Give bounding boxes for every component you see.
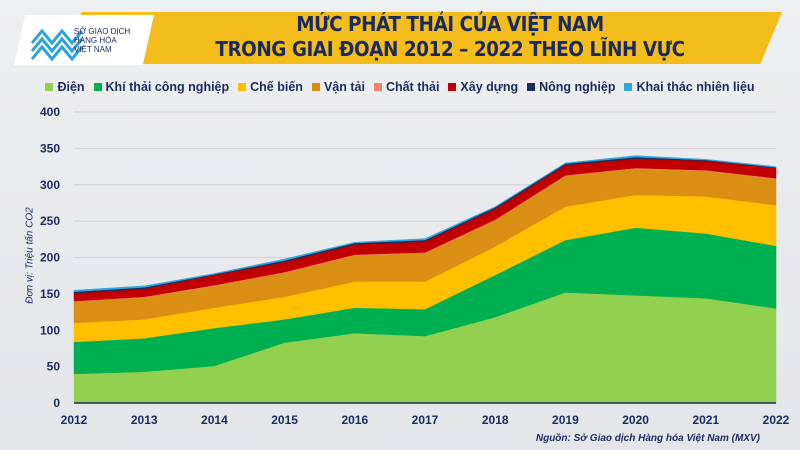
legend-swatch [448, 83, 457, 91]
x-tick-label: 2022 [763, 413, 790, 427]
x-tick-label: 2021 [692, 413, 719, 427]
legend: Điện Khí thải công nghiệp Chế biến Vận tải C… [0, 80, 800, 94]
x-tick-label: 2015 [271, 413, 298, 427]
legend-swatch [373, 83, 382, 91]
legend-item: Vận tải [311, 80, 365, 94]
y-tick-label: 150 [40, 287, 60, 301]
logo [14, 15, 154, 65]
x-tick-label: 2019 [552, 413, 579, 427]
legend-swatch [624, 83, 633, 91]
y-tick-label: 50 [47, 360, 61, 374]
legend-swatch [45, 83, 54, 91]
x-tick-label: 2018 [482, 413, 509, 427]
legend-label: Nông nghiệp [539, 80, 616, 94]
legend-swatch [238, 83, 247, 91]
source-note: Nguồn: Sở Giao dịch Hàng hóa Việt Nam (M… [535, 433, 760, 444]
legend-item: Điện [45, 80, 85, 94]
y-tick-label: 350 [40, 141, 60, 155]
chart-title: MỨC PHÁT THẢI CỦA VIỆT NAM TRONG GIAI ĐO… [174, 12, 726, 62]
x-tick-label: 2014 [201, 413, 228, 427]
x-tick-label: 2017 [412, 413, 439, 427]
logo-text: SỞ GIAO DỊCH HÀNG HÓA VIỆT NAM [74, 27, 130, 54]
y-tick-label: 200 [40, 251, 60, 265]
x-tick-label: 2013 [131, 413, 158, 427]
area-7 [73, 155, 777, 292]
legend-label: Điện [57, 80, 85, 94]
legend-swatch [93, 83, 102, 91]
x-tick-label: 2020 [622, 413, 649, 427]
y-tick-label: 300 [40, 178, 60, 192]
legend-label: Chế biến [250, 80, 303, 94]
title-line-2: TRONG GIAI ĐOẠN 2012 – 2022 THEO LĨNH VỰ… [215, 37, 685, 61]
y-tick-label: 250 [40, 214, 60, 228]
title-banner [60, 12, 782, 64]
logo-line: VIỆT NAM [74, 45, 112, 54]
y-tick-label: 400 [40, 105, 60, 119]
logo-line: SỞ GIAO DỊCH [74, 27, 131, 36]
legend-item: Chất thải [373, 80, 440, 94]
legend-item: Khai thác nhiên liệu [624, 80, 755, 94]
logo-line: HÀNG HÓA [74, 36, 117, 45]
y-tick-label: 0 [53, 396, 60, 410]
legend-item: Nông nghiệp [527, 80, 615, 94]
logo-mark-icon [30, 28, 84, 62]
legend-label: Khí thải công nghiệp [105, 80, 230, 94]
legend-label: Vận tải [323, 80, 365, 94]
legend-item: Xây dựng [448, 80, 518, 94]
legend-label: Khai thác nhiên liệu [636, 80, 755, 94]
legend-item: Chế biến [238, 80, 303, 94]
legend-label: Xây dựng [460, 80, 519, 94]
x-tick-label: 2016 [341, 413, 368, 427]
legend-swatch [527, 83, 536, 91]
title-line-1: MỨC PHÁT THẢI CỦA VIỆT NAM [296, 12, 604, 36]
legend-label: Chất thải [385, 80, 440, 94]
legend-item: Khí thải công nghiệp [93, 80, 230, 94]
legend-swatch [311, 83, 320, 91]
y-tick-label: 100 [40, 323, 60, 337]
x-tick-label: 2012 [61, 413, 88, 427]
